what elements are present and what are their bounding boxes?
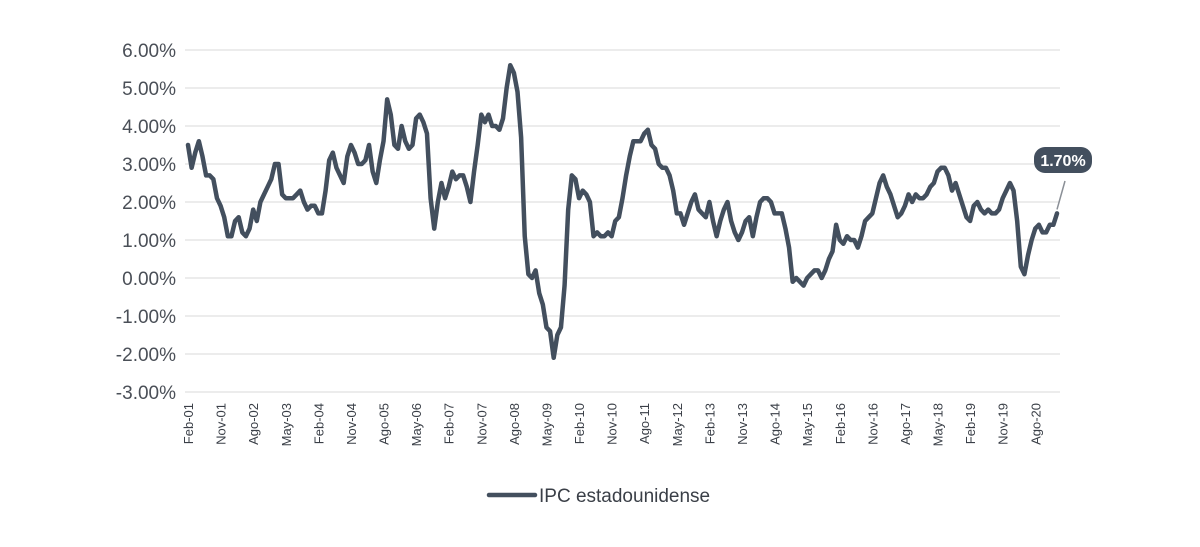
- x-tick-label: Feb-19: [963, 403, 978, 444]
- x-tick-label: Ago-11: [637, 403, 652, 444]
- x-tick-label: Ago-20: [1028, 403, 1043, 445]
- gridlines: [185, 49, 1060, 393]
- x-tick-label: Feb-01: [181, 403, 196, 444]
- y-tick-label: 1.00%: [122, 231, 176, 252]
- y-tick-label: 3.00%: [122, 155, 176, 176]
- y-tick-label: -2.00%: [116, 345, 176, 366]
- legend: IPC estadounidense: [486, 486, 710, 507]
- x-axis-tick-labels: Feb-01 Nov-01 Ago-02 May-03 Feb-04 Nov-04 Ago-…: [181, 403, 1043, 446]
- x-tick-label: May-06: [409, 403, 424, 446]
- y-tick-label: 5.00%: [122, 79, 176, 100]
- callout-value-label: 1.70%: [1040, 153, 1085, 170]
- x-tick-label: May-03: [279, 403, 294, 446]
- x-tick-label: Ago-14: [768, 403, 783, 445]
- x-tick-label: Feb-07: [442, 403, 457, 444]
- x-tick-label: Ago-08: [507, 403, 522, 445]
- y-axis-tick-labels: 6.00% 5.00% 4.00% 3.00% 2.00% 1.00% 0.00% -1.00…: [116, 41, 176, 404]
- x-tick-label: Feb-13: [702, 403, 717, 444]
- series-layer: [185, 62, 1060, 361]
- x-tick-label: Ago-05: [377, 403, 392, 445]
- x-tick-label: Nov-10: [605, 403, 620, 445]
- x-tick-label: Nov-13: [735, 403, 750, 445]
- callout-leader-line: [1056, 180, 1066, 210]
- y-tick-label: 4.00%: [122, 117, 176, 138]
- last-value-callout: 1.70%: [1034, 147, 1092, 210]
- x-tick-label: Feb-10: [572, 403, 587, 444]
- x-tick-label: May-18: [931, 403, 946, 446]
- x-tick-label: Feb-04: [311, 403, 326, 444]
- x-tick-label: May-09: [539, 403, 554, 446]
- y-tick-label: 6.00%: [122, 41, 176, 62]
- callout-badge: [1034, 147, 1092, 173]
- x-tick-label: Ago-17: [898, 403, 913, 445]
- x-tick-label: Nov-19: [996, 403, 1011, 445]
- y-tick-label: 0.00%: [122, 269, 176, 290]
- x-tick-label: May-12: [670, 403, 685, 446]
- x-tick-label: Nov-16: [865, 403, 880, 445]
- x-tick-label: Nov-04: [344, 403, 359, 445]
- y-tick-label: -1.00%: [116, 307, 176, 328]
- x-tick-label: Nov-07: [474, 403, 489, 445]
- x-tick-label: Nov-01: [214, 403, 229, 445]
- y-tick-label: 2.00%: [122, 193, 176, 214]
- x-tick-label: May-15: [800, 403, 815, 446]
- x-tick-label: Ago-02: [246, 403, 261, 445]
- legend-label: IPC estadounidense: [539, 486, 710, 507]
- y-tick-label: -3.00%: [116, 383, 176, 404]
- x-tick-label: Feb-16: [833, 403, 848, 444]
- series-line-ipc: [185, 62, 1060, 361]
